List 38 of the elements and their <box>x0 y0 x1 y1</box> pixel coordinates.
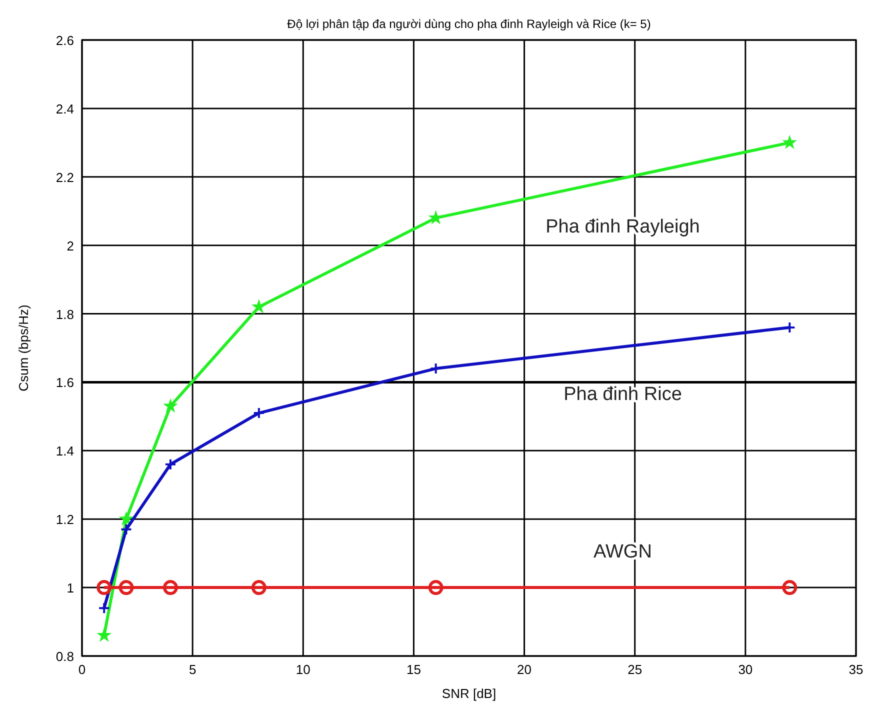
chart-title: Độ lợi phân tập đa người dùng cho pha đinh Rayleigh và Rice (k= 5) <box>287 17 651 31</box>
y-tick-label: 1.2 <box>56 512 74 528</box>
y-tick-label: 2.6 <box>56 33 74 48</box>
x-axis-title: SNR [dB] <box>442 686 496 701</box>
point <box>251 580 266 596</box>
y-tick-label: 1.6 <box>56 375 74 390</box>
point <box>782 134 798 150</box>
point <box>120 523 132 536</box>
point <box>118 580 134 596</box>
x-tick-label: 10 <box>296 662 310 677</box>
point <box>430 362 442 375</box>
y-tick-label: 2.2 <box>56 170 74 185</box>
x-tick-label: 35 <box>848 662 864 677</box>
point <box>782 580 798 596</box>
x-tick-label: 15 <box>406 662 421 677</box>
x-tick-label: 20 <box>517 662 532 677</box>
x-tick-label: 30 <box>738 662 753 677</box>
point <box>428 580 444 596</box>
y-tick-label: 1 <box>66 580 74 596</box>
x-tick-label: 0 <box>78 662 86 677</box>
point <box>784 321 796 334</box>
point <box>162 398 178 413</box>
point <box>96 580 112 596</box>
y-axis-title: Csum (bps/Hz) <box>16 304 31 392</box>
point <box>162 580 178 596</box>
y-tick-label: 1.8 <box>56 306 74 322</box>
y-tick-label: 1.4 <box>56 444 74 459</box>
point <box>252 407 265 420</box>
point <box>164 458 176 470</box>
y-tick-label: 0.8 <box>56 649 74 664</box>
point <box>251 299 266 314</box>
y-tick-label: 2 <box>66 238 74 254</box>
point <box>118 511 134 526</box>
y-tick-label: 2.4 <box>56 101 74 116</box>
point <box>98 602 110 614</box>
x-tick-label: 25 <box>628 662 642 677</box>
point <box>96 628 112 642</box>
x-tick-label: 5 <box>188 662 196 677</box>
